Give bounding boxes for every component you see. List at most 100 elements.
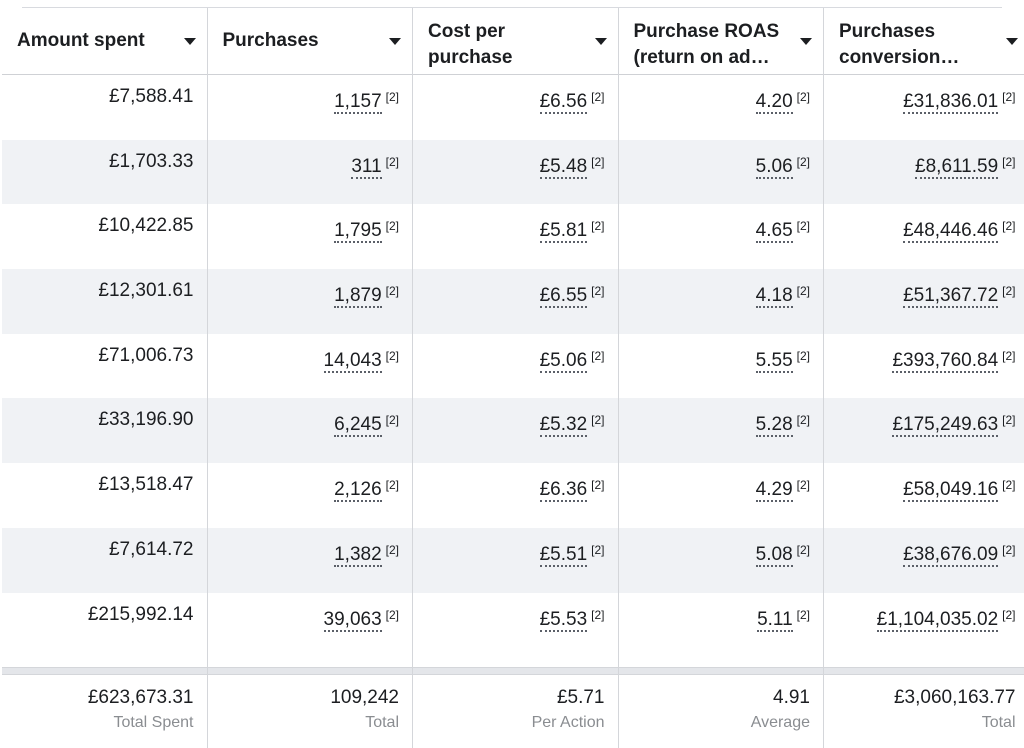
column-header[interactable]: Purchases conversion… [824,8,1024,74]
table-cell[interactable]: £175,249.63 [2] [824,398,1024,463]
cell-value[interactable]: 4.18 [755,285,793,309]
table-cell[interactable]: £5.32 [2] [413,398,619,463]
column-header[interactable]: Cost per purchase [413,8,619,74]
table-cell[interactable]: 4.65 [2] [619,204,825,269]
table-cell[interactable]: £38,676.09 [2] [824,528,1024,593]
cell-value[interactable]: £38,676.09 [903,543,999,567]
column-header[interactable]: Purchase ROAS (return on ad… [619,8,825,74]
table-cell[interactable]: 39,063 [2] [208,593,414,658]
total-label: Total [981,714,1016,732]
table-cell[interactable]: 1,879 [2] [208,269,414,334]
table-cell[interactable]: 5.28 [2] [619,398,825,463]
table-row: £13,518.47 2,126 [2] £6.36 [2] 4.29 [2] £58,049… [2,463,1024,528]
table-cell: £33,196.90 [2,398,208,463]
caret-down-icon[interactable] [594,38,607,45]
column-divider[interactable] [412,8,413,748]
cell-value[interactable]: 5.11 [757,608,793,632]
cell-value[interactable]: 4.65 [755,220,793,244]
column-divider[interactable] [823,8,824,748]
cell-value[interactable]: 1,157 [334,91,382,114]
cell-value[interactable]: 39,063 [323,608,382,632]
cell-value[interactable]: £5.48 [539,155,588,179]
cell-value[interactable]: £5.06 [539,349,588,373]
cell-value: £13,518.47 [98,474,194,496]
cell-value[interactable]: 14,043 [323,349,382,373]
table-cell[interactable]: £6.55 [2] [413,269,619,334]
caret-down-icon[interactable] [183,38,196,45]
cell-value[interactable]: 5.55 [755,349,793,373]
column-header-label: Cost per [428,21,506,42]
table-cell[interactable]: 4.20 [2] [619,75,825,140]
total-label: Total [365,714,399,732]
footnote-marker: [2] [591,154,605,169]
cell-value[interactable]: £6.55 [539,285,588,309]
cell-value[interactable]: 1,879 [334,285,382,309]
table-cell[interactable]: £5.48 [2] [413,140,619,205]
table-cell[interactable]: £6.36 [2] [413,463,619,528]
totals-divider [2,667,1024,676]
table-cell[interactable]: 1,795 [2] [208,204,414,269]
cell-value[interactable]: 2,126 [334,479,382,503]
cell-value[interactable]: £6.36 [539,479,588,503]
column-header[interactable]: Amount spent [2,8,208,74]
table-body: £7,588.41 1,157 [2] £6.56 [2] 4.20 [2] £31,836.… [2,75,1024,657]
cell-value[interactable]: £393,760.84 [892,349,999,373]
cell-value[interactable]: £31,836.01 [903,91,999,114]
table-cell[interactable]: £5.51 [2] [413,528,619,593]
cell-value: £1,703.33 [108,150,194,172]
total-value: £623,673.31 [87,687,194,709]
table-cell[interactable]: £8,611.59 [2] [824,140,1024,205]
caret-down-icon[interactable] [1005,38,1018,45]
table-cell[interactable]: £5.06 [2] [413,334,619,399]
table-cell[interactable]: £1,104,035.02 [2] [824,593,1024,658]
cell-value[interactable]: £5.81 [539,220,588,244]
table-cell[interactable]: 14,043 [2] [208,334,414,399]
cell-value[interactable]: £51,367.72 [903,285,999,309]
cell-value[interactable]: 6,245 [334,414,382,438]
caret-down-icon[interactable] [800,38,812,45]
cell-value[interactable]: £48,446.46 [903,220,999,244]
table-cell[interactable]: £31,836.01 [2] [824,75,1024,140]
column-header[interactable]: Purchases [208,8,414,74]
cell-value[interactable]: £6.56 [539,91,588,114]
cell-value[interactable]: £5.53 [539,608,588,632]
column-divider[interactable] [618,8,619,748]
table-cell[interactable]: £48,446.46 [2] [824,204,1024,269]
footnote-marker: [2] [591,219,605,234]
cell-value[interactable]: £1,104,035.02 [876,608,999,632]
cell-value[interactable]: £5.32 [539,414,588,438]
cell-value[interactable]: 1,382 [334,543,382,567]
caret-down-icon[interactable] [389,38,401,45]
cell-value[interactable]: 5.28 [755,414,793,438]
table-cell[interactable]: £393,760.84 [2] [824,334,1024,399]
column-divider[interactable] [207,8,208,748]
cell-value[interactable]: 1,795 [334,220,382,244]
table-cell[interactable]: £58,049.16 [2] [824,463,1024,528]
cell-value[interactable]: 5.06 [755,155,793,179]
table-cell[interactable]: 1,382 [2] [208,528,414,593]
cell-value[interactable]: 311 [351,155,382,179]
table-cell[interactable]: 4.18 [2] [619,269,825,334]
table-cell[interactable]: 5.06 [2] [619,140,825,205]
table-cell[interactable]: 5.11 [2] [619,593,825,658]
table-cell[interactable]: £5.53 [2] [413,593,619,658]
table-cell[interactable]: £51,367.72 [2] [824,269,1024,334]
table-cell[interactable]: 1,157 [2] [208,75,414,140]
cell-value[interactable]: £58,049.16 [903,479,999,503]
cell-value[interactable]: £5.51 [539,543,588,567]
footnote-marker: [2] [385,348,399,363]
footnote-marker: [2] [385,154,399,169]
table-cell[interactable]: 5.08 [2] [619,528,825,593]
cell-value[interactable]: 4.29 [755,479,793,503]
table-cell[interactable]: 5.55 [2] [619,334,825,399]
cell-value[interactable]: £175,249.63 [892,414,999,438]
table-cell[interactable]: £5.81 [2] [413,204,619,269]
cell-value[interactable]: 4.20 [755,91,793,114]
cell-value[interactable]: 5.08 [755,543,793,567]
table-cell[interactable]: £6.56 [2] [413,75,619,140]
table-cell[interactable]: 2,126 [2] [208,463,414,528]
cell-value[interactable]: £8,611.59 [915,155,999,179]
table-cell[interactable]: 4.29 [2] [619,463,825,528]
table-cell[interactable]: 311 [2] [208,140,414,205]
table-cell[interactable]: 6,245 [2] [208,398,414,463]
